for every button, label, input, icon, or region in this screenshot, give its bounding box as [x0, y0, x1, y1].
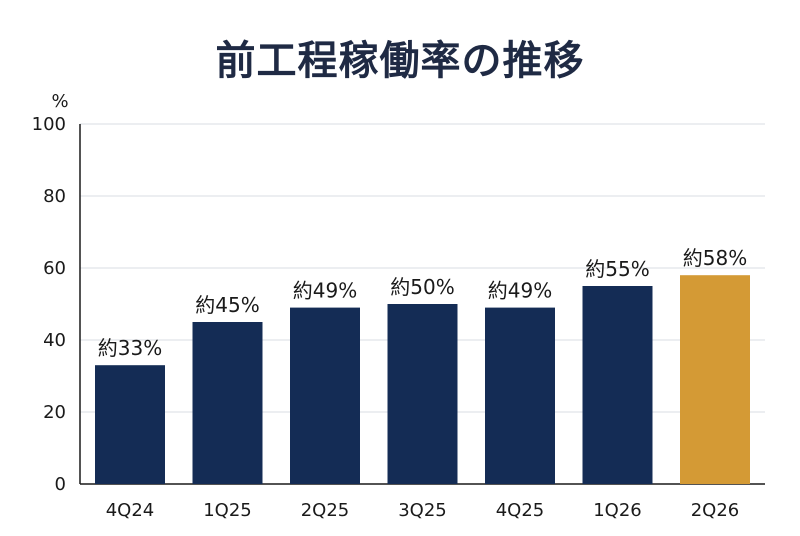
- x-tick-label: 4Q25: [496, 500, 545, 521]
- x-tick-label: 1Q26: [593, 500, 642, 521]
- bar-2q25: [290, 307, 360, 484]
- y-tick-label: 0: [55, 474, 66, 495]
- data-label: 約33%: [98, 336, 162, 360]
- y-tick-label: 100: [32, 114, 66, 135]
- x-tick-label: 2Q25: [301, 500, 350, 521]
- y-tick-label: 80: [43, 186, 66, 207]
- x-tick-label: 2Q26: [691, 500, 740, 521]
- bar-4q25: [485, 307, 555, 484]
- y-tick-label: 60: [43, 258, 66, 279]
- bar-4q24: [95, 365, 165, 484]
- x-tick-label: 4Q24: [106, 500, 155, 521]
- y-tick-label: 40: [43, 330, 66, 351]
- data-label: 約45%: [195, 293, 259, 317]
- bar-1q25: [192, 322, 263, 484]
- chart-title: 前工程稼働率の推移: [215, 38, 585, 84]
- data-label: 約49%: [293, 279, 357, 303]
- bar-3q25: [387, 304, 458, 484]
- x-tick-label: 1Q25: [203, 500, 252, 521]
- y-tick-label: 20: [43, 402, 66, 423]
- y-axis-unit-label: %: [51, 91, 68, 112]
- bar-1q26: [582, 286, 653, 484]
- data-label: 約58%: [683, 246, 747, 270]
- data-label: 約50%: [390, 275, 454, 299]
- data-label: 約49%: [488, 279, 552, 303]
- bar-2q26: [680, 275, 750, 484]
- x-tick-label: 3Q25: [398, 500, 447, 521]
- data-label: 約55%: [585, 257, 649, 281]
